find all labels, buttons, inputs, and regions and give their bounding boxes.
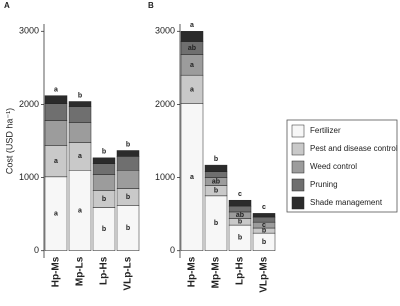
bar-segment [44, 103, 68, 121]
significance-letter: a [54, 211, 58, 218]
y-tick-label: 1000 [19, 172, 39, 182]
significance-letter: b [126, 194, 130, 201]
bar-segment [92, 157, 116, 164]
significance-letter: b [102, 196, 106, 203]
bar-segment [116, 156, 140, 171]
significance-letter: ab [212, 178, 220, 185]
total-letter: b [126, 141, 130, 148]
bar-segment [204, 164, 228, 172]
bar-segment [228, 199, 252, 207]
bar-segment [92, 174, 116, 191]
legend-label: Shade management [310, 198, 383, 207]
bar-segment [44, 120, 68, 146]
total-letter: b [102, 149, 106, 156]
x-tick-label: Mp-Ls [75, 256, 86, 286]
y-tick-label: 2000 [155, 99, 175, 109]
bar-segment [116, 170, 140, 189]
bar-segment [252, 216, 276, 223]
panel-label: B [148, 1, 154, 10]
significance-letter: b [238, 219, 242, 226]
bar-segment [252, 213, 276, 218]
bar-segment [116, 150, 140, 157]
legend-label: Fertilizer [310, 126, 341, 135]
significance-letter: a [190, 174, 194, 181]
legend-swatch [291, 178, 305, 192]
significance-letter: c [262, 222, 266, 229]
significance-letter: b [126, 225, 130, 232]
significance-letter: b [262, 227, 266, 234]
legend-swatch [291, 160, 305, 174]
significance-letter: a [78, 207, 82, 214]
x-tick-label: Hp-Ms [51, 256, 62, 287]
total-letter: a [54, 87, 58, 94]
x-tick-label: Lp-Hs [235, 256, 246, 285]
significance-letter: a [190, 86, 194, 93]
bar-segment [180, 31, 204, 42]
bar-segment [92, 163, 116, 175]
y-tick-label: 2000 [19, 99, 39, 109]
legend-box [286, 119, 398, 213]
significance-letter: ab [188, 45, 196, 52]
y-tick-label: 3000 [155, 26, 175, 36]
y-tick-label: 3000 [19, 26, 39, 36]
legend-label: Weed control [310, 162, 357, 171]
significance-letter: b [102, 226, 106, 233]
total-letter: c [262, 204, 266, 211]
total-letter: a [190, 22, 194, 29]
total-letter: c [238, 191, 242, 198]
significance-letter: b [214, 188, 218, 195]
significance-letter: ab [236, 212, 244, 219]
bar-segment [68, 101, 92, 107]
significance-letter: b [262, 239, 266, 246]
significance-letter: a [54, 158, 58, 165]
y-axis-label: Cost (USD ha⁻¹) [4, 108, 14, 174]
bar-segment [204, 171, 228, 178]
y-tick-label: 0 [34, 245, 39, 255]
y-tick-label: 1000 [155, 172, 175, 182]
legend-swatch [291, 142, 305, 156]
x-tick-label: Hp-Ms [187, 256, 198, 287]
legend-label: Pruning [310, 180, 338, 189]
legend-swatch [291, 196, 305, 210]
x-tick-label: VLp-Ls [123, 256, 134, 290]
y-tick-label: 0 [170, 245, 175, 255]
bar-segment [44, 95, 68, 104]
legend-swatch [291, 124, 305, 138]
bar-segment [68, 106, 92, 123]
x-tick-label: Mp-Ms [211, 256, 222, 288]
bar-segment [68, 122, 92, 143]
panel-label: A [4, 1, 10, 10]
total-letter: b [214, 156, 218, 163]
bar-segment [228, 205, 252, 213]
x-tick-label: VLp-Ms [259, 256, 270, 293]
x-tick-label: Lp-Hs [99, 256, 110, 285]
significance-letter: a [78, 153, 82, 160]
significance-letter: b [214, 220, 218, 227]
significance-letter: b [238, 235, 242, 242]
legend-label: Pest and disease control [310, 144, 398, 153]
significance-letter: a [190, 62, 194, 69]
total-letter: b [78, 92, 82, 99]
